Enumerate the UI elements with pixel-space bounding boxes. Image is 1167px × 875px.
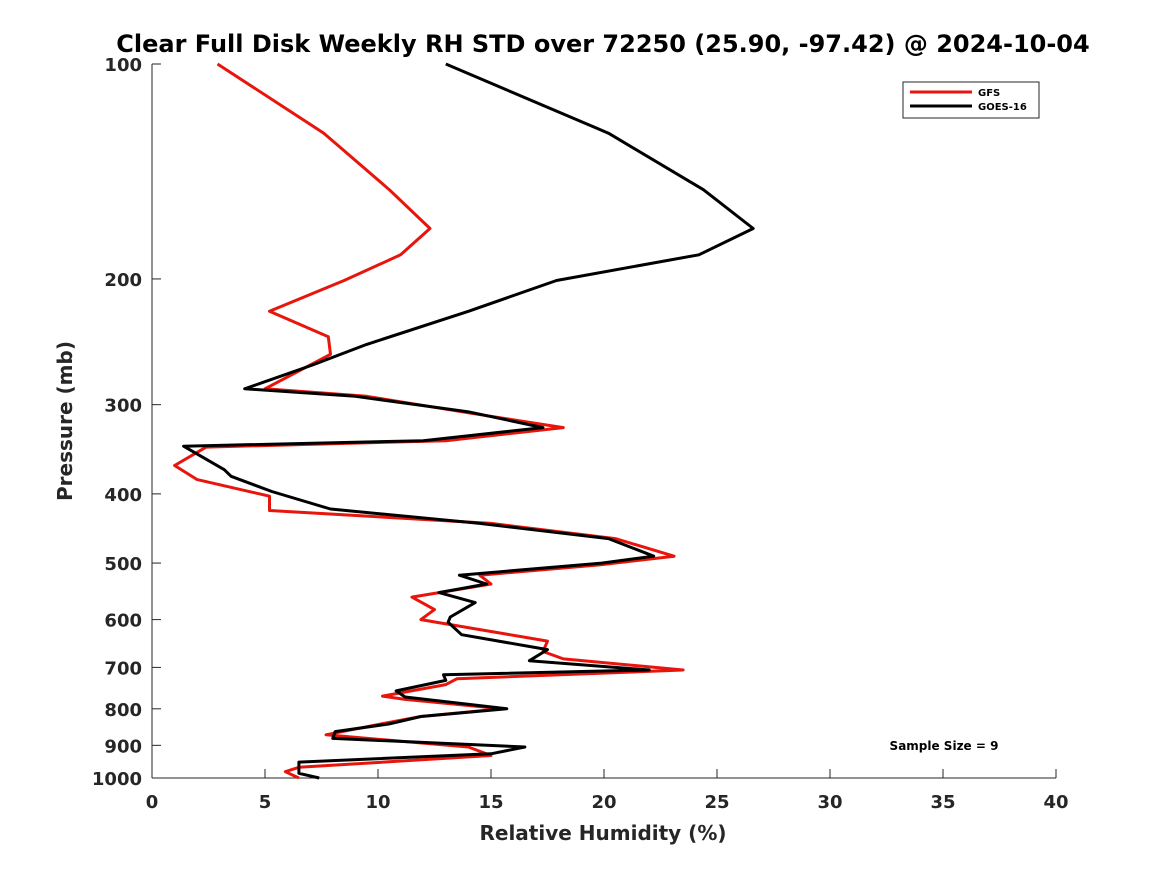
x-axis-label: Relative Humidity (%)	[479, 821, 726, 845]
y-tick-label: 1000	[92, 769, 142, 790]
x-tick-label: 20	[591, 792, 616, 813]
y-tick-label: 500	[104, 554, 142, 575]
y-tick-label: 100	[104, 55, 142, 76]
x-tick-label: 25	[704, 792, 729, 813]
y-tick-label: 600	[104, 611, 142, 632]
legend-label: GOES-16	[978, 102, 1027, 113]
x-tick-label: 30	[817, 792, 842, 813]
series-line-goes-16	[182, 62, 755, 780]
x-tick-label: 40	[1043, 792, 1068, 813]
y-tick-label: 700	[104, 658, 142, 679]
plot-area: 0 5 10 15 20 25 30 35 40 100 200 300 400 500 600 700 800…	[92, 55, 1069, 813]
y-tick-label: 900	[104, 736, 142, 757]
y-tick-label: 300	[104, 396, 142, 417]
x-tick-label: 35	[930, 792, 955, 813]
x-tick-label: 5	[259, 792, 272, 813]
y-axis-label: Pressure (mb)	[53, 341, 77, 501]
y-tick-label: 200	[104, 270, 142, 291]
legend-box	[902, 81, 1040, 119]
x-tick-label: 15	[478, 792, 503, 813]
legend: GFS GOES-16	[902, 81, 1040, 119]
chart-title: Clear Full Disk Weekly RH STD over 72250…	[116, 30, 1089, 58]
x-tick-label: 10	[365, 792, 390, 813]
y-tick-label: 800	[104, 700, 142, 721]
sample-size-annotation: Sample Size = 9	[890, 739, 999, 753]
x-tick-label: 0	[146, 792, 159, 813]
y-tick-label: 400	[104, 485, 142, 506]
legend-label: GFS	[978, 88, 1000, 99]
